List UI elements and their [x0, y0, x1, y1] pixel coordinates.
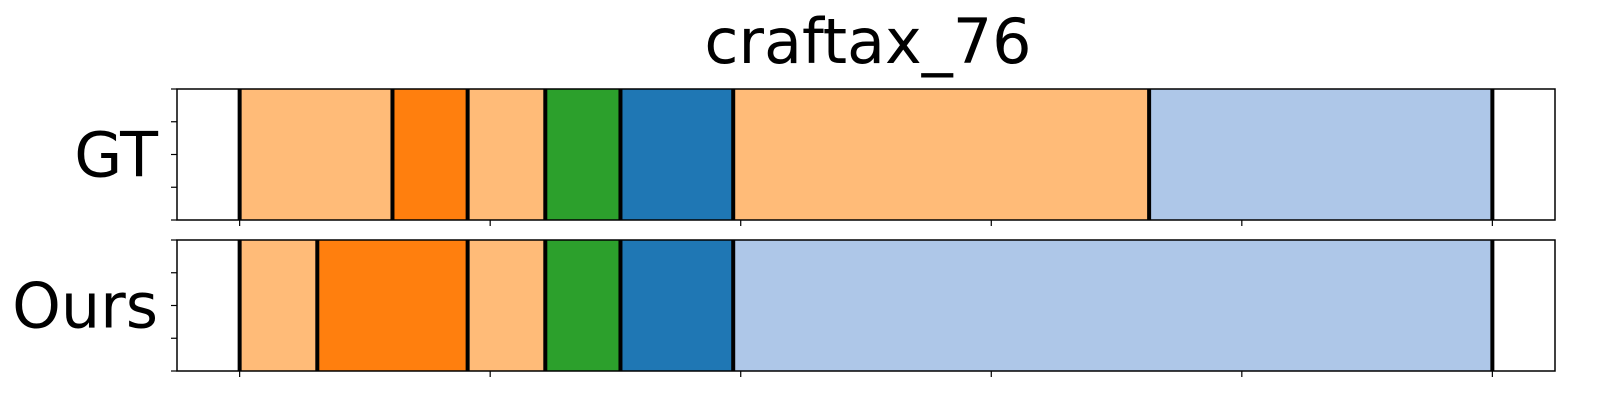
segment-bar: [467, 240, 546, 371]
segment-bar: [1149, 89, 1493, 220]
segment-bar: [545, 240, 621, 371]
segment-bar: [545, 89, 621, 220]
segment-bar: [620, 89, 734, 220]
segment-bar: [733, 89, 1150, 220]
chart-rows: GT Ours: [12, 88, 1556, 377]
segment-bar: [620, 240, 734, 371]
segment-bar: [733, 240, 1493, 371]
segment-bar: [317, 240, 468, 371]
row-gt: GT: [74, 88, 1556, 226]
row-ours: Ours: [12, 239, 1556, 377]
segment-bar: [392, 89, 468, 220]
row-label: GT: [74, 119, 159, 192]
segment-bar: [467, 89, 546, 220]
segment-bar: [239, 89, 393, 220]
row-label: Ours: [12, 270, 158, 343]
segment-bar: [239, 240, 318, 371]
chart-title: craftax_76: [704, 5, 1031, 78]
